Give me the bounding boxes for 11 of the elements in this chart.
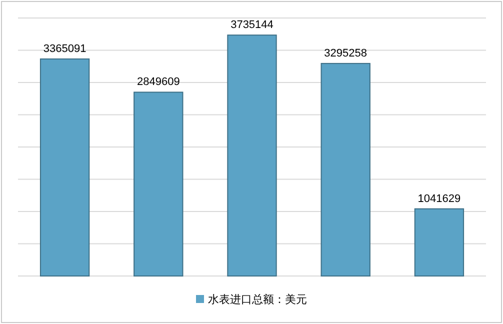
data-label: 3735144 — [230, 19, 274, 32]
data-label: 2849609 — [136, 76, 180, 88]
bar — [320, 62, 370, 276]
bar — [227, 34, 277, 276]
legend-label: 水表进口总额：美元 — [208, 293, 307, 306]
data-label: 3365091 — [43, 42, 86, 55]
data-label: 3295258 — [324, 47, 368, 60]
bar — [40, 58, 90, 276]
bar — [134, 92, 184, 276]
bar — [414, 208, 464, 276]
data-label: 1041629 — [418, 192, 461, 205]
